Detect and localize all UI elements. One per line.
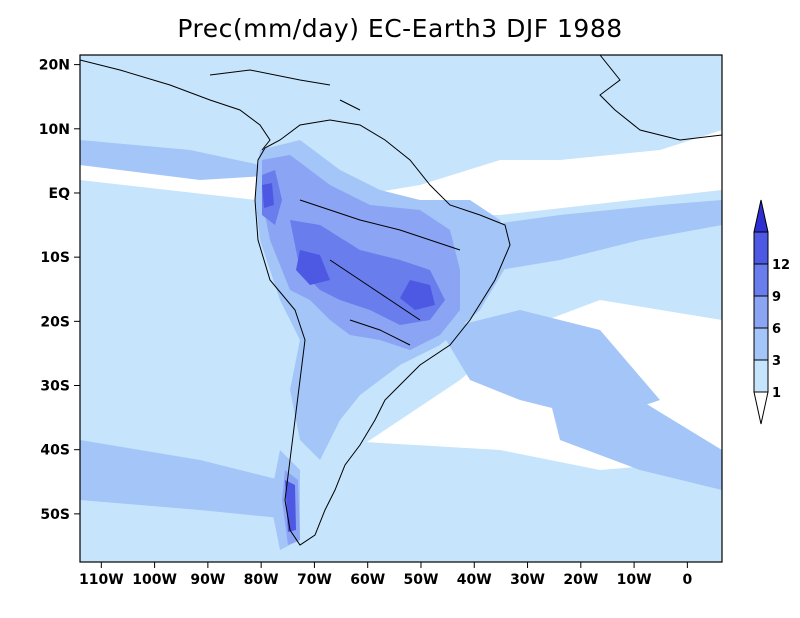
y-tick-label: EQ xyxy=(49,186,71,202)
x-tick-label: 80W xyxy=(244,572,279,588)
coastline-central-america xyxy=(80,59,271,151)
y-axis: 20N 10N EQ 10S 20S 30S 40S 50S xyxy=(39,58,80,523)
x-tick-label: 100W xyxy=(132,572,177,588)
precip-band-3-6-itcz-atlantic xyxy=(450,200,722,270)
precip-band-1-3-north xyxy=(80,55,722,195)
precip-band-over-12-bolivia xyxy=(296,250,330,285)
precip-band-3-6-south-pacific xyxy=(80,440,300,520)
colorbar-box xyxy=(753,263,769,297)
x-tick-label: 50W xyxy=(404,572,439,588)
y-tick-label: 20S xyxy=(40,314,70,330)
colorbar-level-label: 6 xyxy=(772,322,781,337)
colorbar: 1 3 6 9 12 xyxy=(753,199,790,425)
coastline-south-america xyxy=(254,119,511,546)
map-frame xyxy=(79,54,723,563)
x-tick-label: 20W xyxy=(563,572,598,588)
x-tick-label: 10W xyxy=(617,572,652,588)
colorbar-level-label: 1 xyxy=(772,386,781,401)
colorbar-level-label: 9 xyxy=(772,290,781,305)
y-tick-label: 20N xyxy=(39,58,70,74)
x-tick-label: 90W xyxy=(190,572,225,588)
precip-band-1-3-south xyxy=(80,420,722,562)
y-tick-label: 50S xyxy=(40,507,70,523)
x-axis: 110W 100W 90W 80W 70W 60W 50W 40W 30W 20W 10W 0 xyxy=(79,562,692,588)
coastline-brazil-interior xyxy=(299,199,461,346)
precip-band-3-6-itcz-west xyxy=(80,140,280,180)
map-title: Prec(mm/day) EC-Earth3 DJF 1988 xyxy=(177,14,623,43)
coastlines xyxy=(80,55,722,546)
colorbar-min-triangle xyxy=(753,391,769,425)
colorbar-level-label: 3 xyxy=(772,354,781,369)
x-tick-label: 0 xyxy=(682,572,692,588)
colorbar-box xyxy=(753,359,769,393)
precip-band-1-3-pacific-west xyxy=(80,290,290,440)
x-tick-label: 60W xyxy=(350,572,385,588)
y-tick-label: 10N xyxy=(39,122,70,138)
x-tick-label: 110W xyxy=(79,572,124,588)
colorbar-box xyxy=(753,327,769,361)
x-tick-label: 70W xyxy=(297,572,332,588)
precip-band-over-12-brazil xyxy=(400,280,435,310)
x-tick-label: 30W xyxy=(510,572,545,588)
precipitation-field xyxy=(80,55,722,562)
y-tick-label: 30S xyxy=(40,379,70,395)
coastline-africa xyxy=(599,55,722,141)
colorbar-box xyxy=(753,295,769,329)
x-tick-label: 40W xyxy=(457,572,492,588)
colorbar-level-label: 12 xyxy=(772,258,790,273)
y-tick-label: 40S xyxy=(40,443,70,459)
colorbar-box xyxy=(753,231,769,265)
precip-band-3-6-south-atlantic xyxy=(540,360,722,490)
colorbar-max-triangle xyxy=(753,199,769,233)
coastline-caribbean-islands xyxy=(209,69,361,111)
precip-band-over-12-ecuador xyxy=(262,183,274,208)
y-tick-label: 10S xyxy=(40,250,70,266)
